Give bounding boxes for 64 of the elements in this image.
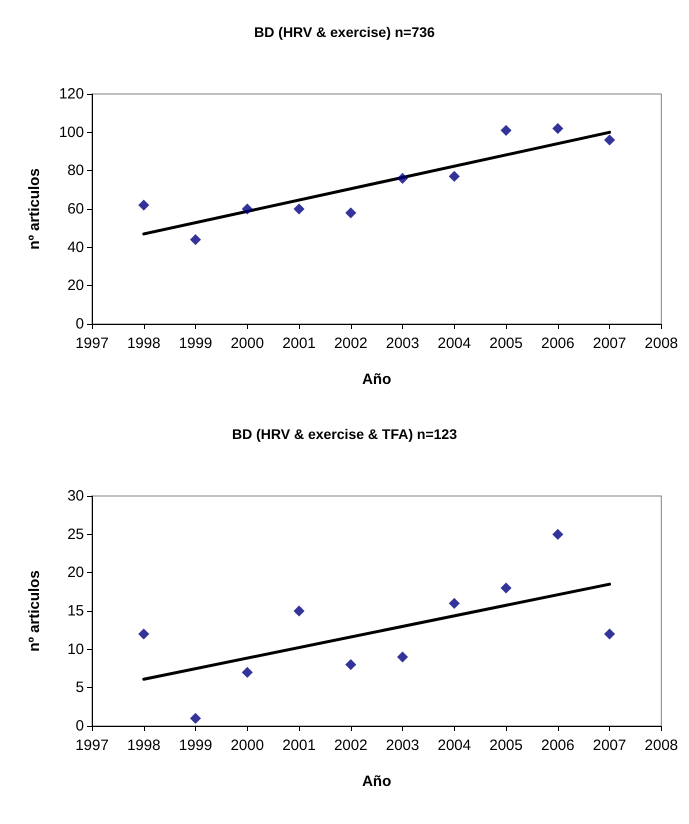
y-tick-label: 120: [58, 86, 84, 102]
y-tick-label: 15: [67, 602, 84, 620]
point: [448, 170, 460, 182]
point: [552, 123, 564, 134]
point: [138, 200, 150, 211]
y-tick-label: 5: [76, 679, 84, 696]
x-tick-label: 2007: [592, 737, 626, 754]
y-tick-label: 30: [67, 488, 84, 504]
x-tick-label: 1998: [127, 335, 160, 352]
x-tick-label: 2001: [282, 737, 316, 754]
point: [242, 204, 253, 214]
x-tick-label: 2002: [334, 335, 368, 352]
x-tick-label: 2000: [230, 335, 264, 352]
x-tick-label: 2000: [230, 737, 264, 754]
x-tick-label: 2001: [282, 335, 316, 352]
y-tick-label: 20: [67, 564, 84, 582]
x-tick-label: 1999: [178, 737, 212, 754]
x-tick-label: 2002: [334, 737, 368, 754]
point: [397, 172, 408, 184]
point: [604, 628, 616, 640]
chart-title: BD (HRV & exercise) n=736: [254, 24, 436, 40]
x-tick-label: 2005: [489, 335, 523, 352]
y-tick-label: 25: [67, 526, 84, 543]
x-tick-label: 2003: [386, 737, 420, 754]
point: [294, 204, 305, 214]
point: [500, 582, 512, 594]
x-axis-title: Año: [362, 773, 392, 790]
point: [345, 659, 356, 670]
y-tick-label: 0: [76, 316, 84, 332]
x-tick-label: 2006: [541, 737, 574, 754]
x-tick-label: 2008: [644, 737, 678, 754]
x-tick-label: 2008: [644, 335, 678, 352]
x-tick-label: 1997: [75, 737, 109, 754]
y-tick-label: 40: [67, 238, 84, 256]
y-tick-label: 80: [67, 162, 84, 180]
y-tick-label: 20: [67, 277, 84, 294]
point: [294, 606, 305, 616]
y-tick-label: 100: [58, 124, 84, 141]
x-tick-label: 2007: [592, 335, 626, 352]
point: [345, 207, 356, 218]
point: [604, 134, 616, 146]
point: [448, 598, 460, 609]
x-tick-label: 2004: [438, 335, 471, 352]
point: [552, 528, 564, 540]
x-tick-label: 2003: [386, 335, 420, 352]
point: [397, 652, 408, 662]
y-tick-label: 0: [76, 718, 84, 734]
point: [242, 666, 253, 678]
x-tick-label: 2005: [489, 737, 523, 754]
x-axis-title: Año: [362, 371, 392, 388]
y-tick-label: 60: [67, 200, 84, 218]
y-tick-label: 10: [67, 640, 84, 658]
point: [190, 234, 202, 246]
y-axis-title: nº articulos: [26, 570, 43, 652]
point: [138, 628, 150, 640]
x-tick-label: 1997: [75, 335, 109, 352]
point: [500, 124, 512, 136]
chart-title: BD (HRV & exercise & TFA) n=123: [232, 426, 458, 442]
x-tick-label: 1999: [178, 335, 212, 352]
x-tick-label: 2004: [438, 737, 471, 754]
y-axis-title: nº articulos: [26, 168, 43, 250]
x-tick-label: 1998: [127, 737, 160, 754]
point: [190, 712, 202, 724]
x-tick-label: 2006: [541, 335, 574, 352]
